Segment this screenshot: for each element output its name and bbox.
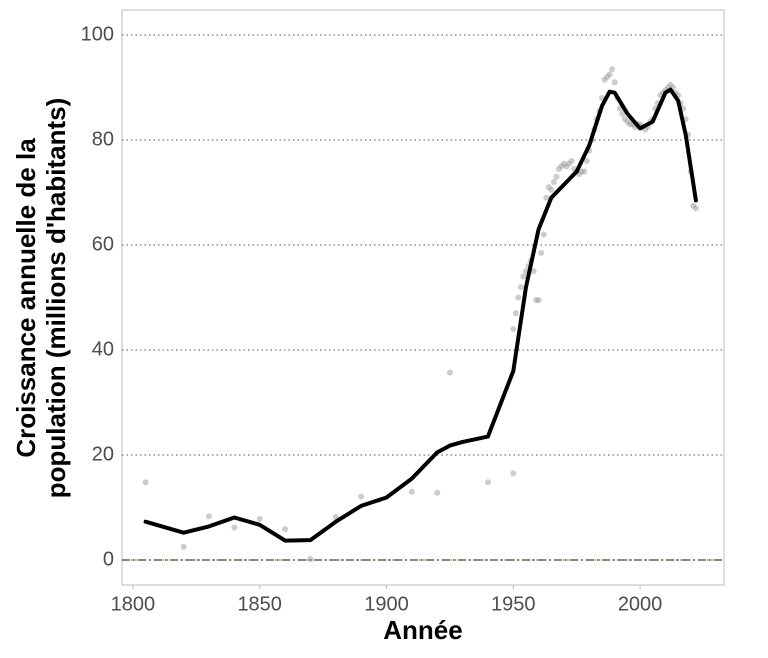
data-point (358, 493, 365, 500)
y-tick-label: 0 (103, 548, 114, 570)
data-point (180, 543, 187, 550)
y-tick-label: 20 (92, 443, 114, 465)
data-point (692, 205, 699, 212)
data-point (550, 178, 557, 185)
data-point (535, 297, 542, 304)
data-point (520, 273, 527, 280)
trend-line (143, 87, 698, 543)
data-point (609, 66, 616, 73)
data-point (543, 194, 550, 201)
y-tick-label: 40 (92, 338, 114, 360)
y-tick-label: 80 (92, 128, 114, 150)
y-axis-title: population (millions d'habitants) (41, 98, 71, 499)
x-tick-label: 2000 (618, 593, 663, 615)
data-point (611, 79, 618, 86)
data-point (256, 516, 263, 523)
x-axis-title: Année (383, 615, 462, 645)
data-point (446, 369, 453, 376)
x-tick-label: 1850 (237, 593, 282, 615)
y-axis-title: Croissance annuelle de la (11, 138, 41, 458)
panel-border (121, 9, 725, 586)
data-point (510, 326, 517, 333)
data-point (434, 489, 441, 496)
y-tick-label: 100 (81, 23, 114, 45)
data-point (282, 526, 289, 533)
data-point (231, 524, 238, 531)
x-tick-label: 1950 (491, 593, 536, 615)
data-point (512, 310, 519, 317)
y-tick-label: 60 (92, 233, 114, 255)
data-point (568, 157, 575, 164)
data-point (510, 470, 517, 477)
data-point (581, 168, 588, 175)
data-point (307, 555, 314, 562)
data-point (515, 294, 522, 301)
data-point (540, 231, 547, 238)
data-point (583, 157, 590, 164)
data-point (408, 488, 415, 495)
data-point (548, 186, 555, 193)
data-point (619, 110, 626, 117)
data-point (517, 283, 524, 290)
data-point (553, 173, 560, 180)
data-point (538, 249, 545, 256)
data-point (530, 268, 537, 275)
x-tick-label: 1800 (111, 593, 156, 615)
data-point (484, 479, 491, 486)
data-point (205, 513, 212, 520)
data-point (606, 71, 613, 78)
data-point (142, 479, 149, 486)
x-tick-label: 1900 (364, 593, 409, 615)
